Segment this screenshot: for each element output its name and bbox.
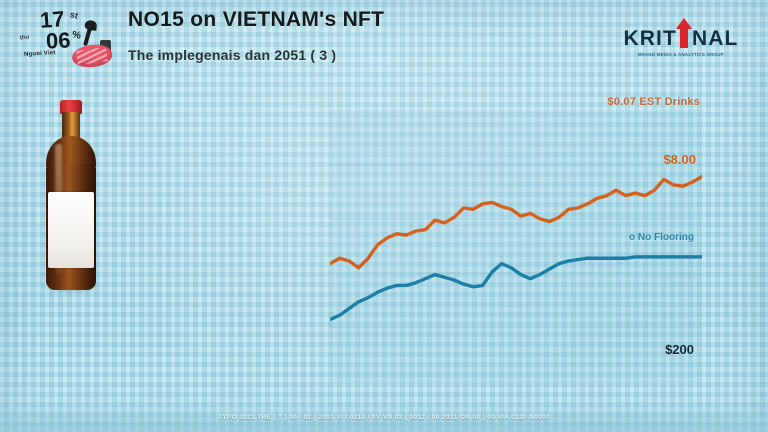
arrow-head [676,18,692,29]
chart-blue-value: o No Flooring [629,232,694,243]
chart-line-blue-line [330,255,702,322]
badge-tiny-bottom-text: Nguoi Viet [23,50,56,58]
badge-sup-bottom: % [71,29,82,42]
up-arrow-icon [676,18,692,48]
line-chart: $0.07 EST Drinks $8.00 o No Flooring $20… [330,96,702,382]
badge-number-bottom: 06 [45,27,72,54]
bottle-neck [62,112,80,142]
brand-wordmark: KRITXNAL [618,28,744,49]
brand-logo: KRITXNAL BRAND MEDIA & ANALYTICS GROUP [618,18,744,70]
footer-band [0,402,768,432]
badge-sup-top: st [68,9,80,21]
chart-svg [330,163,702,329]
chart-bottom-value: $200 [665,342,694,357]
chart-orange-value: $8.00 [663,152,696,167]
brand-name-gap: X [677,27,692,50]
chart-plot-area [330,110,702,382]
bottle-label [48,192,94,268]
page-title: NO15 on VIETNAM's NFT [128,8,385,31]
chart-series-top-label: $0.07 EST Drinks [607,96,700,108]
brand-tagline: BRAND MEDIA & ANALYTICS GROUP [638,52,724,57]
brand-name-left: KRIT [623,27,677,50]
bottle-cap [60,100,82,114]
pin-icon [83,23,93,47]
badge-blob-shape [70,42,114,70]
arrow-stem [680,26,688,48]
product-bottle-image [38,100,104,294]
page-subtitle: The implegenais dan 2051 ( 3 ) [128,47,337,63]
chart-line-orange-line [330,174,702,270]
date-badge: thu 17 st 06 % Nguoi Viet [14,4,118,74]
badge-tiny-left-text: thu [19,34,30,42]
brand-name-right: NAL [692,27,739,50]
footer-text: TYPO 2021 THE ( T ) 00 / 02 ( 2001 VI / … [217,413,551,421]
